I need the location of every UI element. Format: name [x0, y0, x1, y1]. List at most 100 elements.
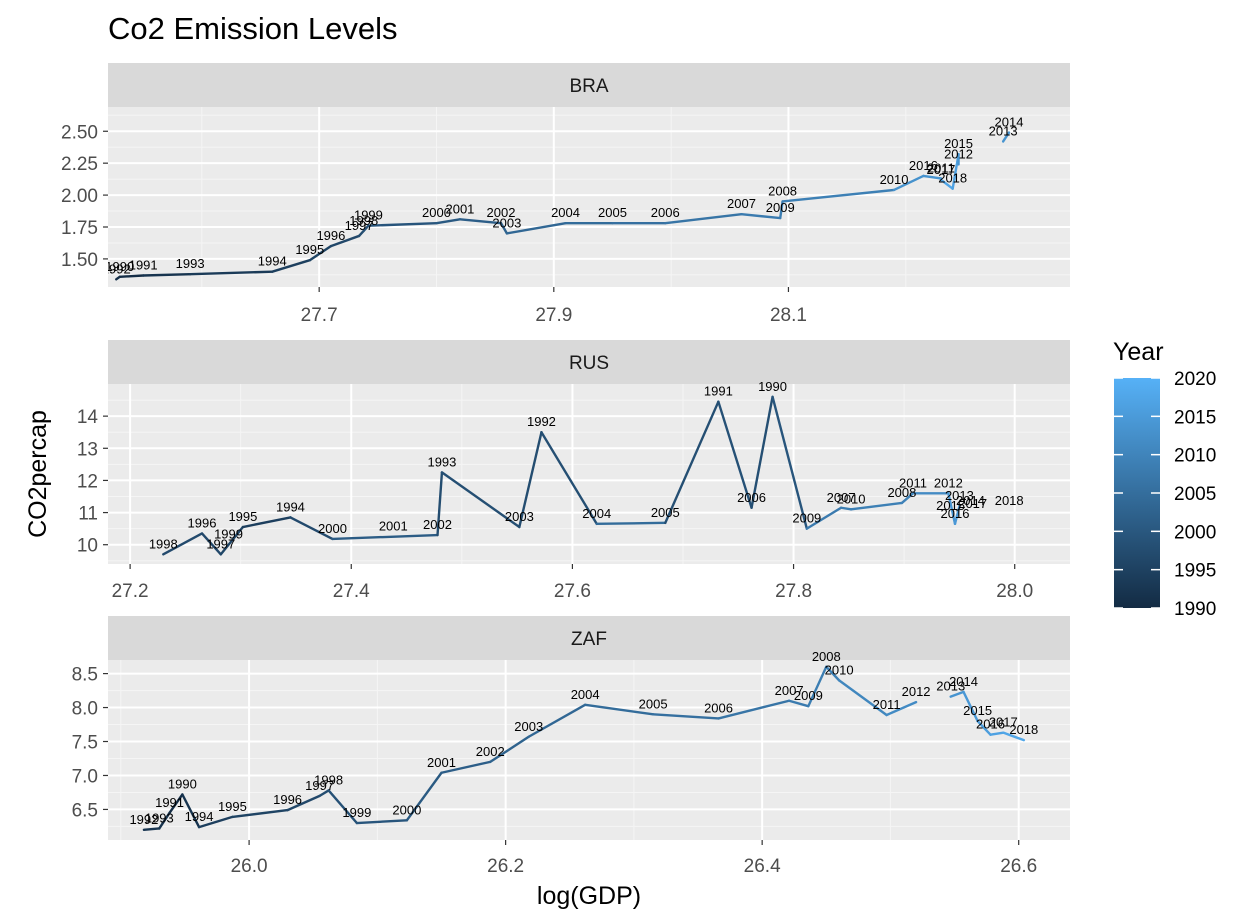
y-tick-label: 2.25	[61, 154, 98, 175]
series-line-segment	[922, 174, 943, 180]
legend-break-label: 1995	[1174, 561, 1216, 582]
series-line-segment	[489, 735, 530, 764]
point-label: 2014	[949, 674, 978, 689]
series-line-segment	[664, 400, 720, 525]
series-line-segment	[805, 506, 843, 530]
series-line-segment	[436, 471, 444, 537]
series-line-segment	[405, 771, 443, 822]
point-label: 2011	[927, 160, 955, 175]
series-line-segment	[900, 492, 915, 505]
y-tick-label: 7.0	[72, 766, 98, 787]
point-label: 2002	[423, 517, 452, 532]
point-label: 2001	[445, 201, 474, 216]
point-label: 1992	[102, 261, 131, 276]
legend-break-label: 2010	[1174, 446, 1216, 467]
point-label: 2016	[941, 506, 970, 521]
series-line-segment	[939, 178, 954, 190]
point-label: 2008	[812, 649, 841, 664]
series-line-segment	[318, 789, 330, 798]
point-label: 2007	[827, 490, 856, 505]
series-line-segment	[200, 532, 222, 556]
y-tick-label: 12	[77, 471, 98, 492]
series-line-segment	[435, 218, 462, 225]
x-axis-title: log(GDP)	[537, 882, 641, 910]
series-line-segment	[807, 665, 828, 708]
legend-break-label: 1990	[1174, 599, 1216, 620]
point-label: 1997	[345, 218, 374, 233]
point-label: 2012	[902, 684, 931, 699]
point-label: 1993	[427, 454, 456, 469]
facet-strip-label: ZAF	[571, 629, 607, 650]
series-line-segment	[327, 789, 359, 825]
point-label: 2000	[392, 802, 421, 817]
facet-strip	[108, 616, 1070, 660]
point-label: 1995	[295, 242, 324, 257]
point-label: 2018	[995, 493, 1024, 508]
x-tick-label: 27.4	[333, 581, 370, 602]
point-label: 2011	[873, 697, 901, 712]
gridlines	[108, 107, 1070, 287]
point-label: 1995	[218, 799, 247, 814]
series-line-segment	[142, 827, 161, 832]
series-line-segment	[825, 665, 841, 682]
point-label: 1999	[354, 208, 383, 223]
series-line-segment	[518, 431, 543, 529]
point-label: 2007	[727, 196, 756, 211]
point-label: 2009	[794, 688, 823, 703]
point-label: 1996	[273, 792, 302, 807]
y-tick-label: 2.00	[61, 186, 98, 207]
series-line-segment	[947, 492, 957, 526]
y-tick-label: 7.5	[72, 733, 98, 754]
point-label: 2000	[422, 205, 451, 220]
series-line-segment	[241, 516, 292, 529]
point-label: 2004	[551, 205, 580, 220]
series-line-segment	[271, 258, 311, 273]
series-line-segment	[595, 521, 667, 526]
series-line-segment	[949, 690, 965, 698]
series-line-segment	[197, 815, 234, 829]
y-tick-label: 1.50	[61, 250, 98, 271]
legend-break-label: 2020	[1174, 369, 1216, 390]
series-line-segment	[885, 700, 918, 717]
point-label: 1990	[168, 776, 197, 791]
point-label: 1997	[206, 536, 235, 551]
point-label: 2010	[837, 491, 866, 506]
series-line-segment	[440, 760, 492, 774]
point-label: 2006	[704, 700, 733, 715]
point-label: 1993	[176, 256, 205, 271]
series-line-segment	[771, 395, 809, 530]
point-label: 1990	[105, 259, 134, 274]
series-line-segment	[837, 679, 888, 717]
series-line-segment	[540, 431, 598, 526]
panel-background	[108, 107, 1070, 287]
series-line-segment	[289, 516, 334, 541]
point-label: 2015	[944, 136, 973, 151]
series-line-segment	[219, 525, 245, 556]
point-label: 2013	[989, 123, 1018, 138]
color-legend: Year 1990 1995 2000 2005 2010 2015 2020	[1113, 338, 1216, 620]
point-label: 1994	[185, 809, 214, 824]
series-line-segment	[231, 808, 289, 819]
point-label: 2010	[880, 172, 909, 187]
facet-strip-label: RUS	[569, 353, 609, 374]
facet-strip-label: BRA	[569, 76, 608, 97]
point-label: 2005	[639, 696, 668, 711]
point-label: 2001	[427, 755, 456, 770]
point-label: 2009	[792, 511, 821, 526]
y-tick-label: 10	[77, 536, 98, 557]
series-line-segment	[976, 719, 992, 736]
series-line-segment	[839, 506, 853, 511]
point-label: 1998	[349, 213, 378, 228]
series-line-segment	[717, 699, 791, 720]
point-label: 2005	[651, 505, 680, 520]
point-label: 2011	[899, 475, 927, 490]
facet-strip	[108, 63, 1070, 107]
point-label: 2002	[476, 744, 505, 759]
series-line-segment	[158, 811, 171, 830]
